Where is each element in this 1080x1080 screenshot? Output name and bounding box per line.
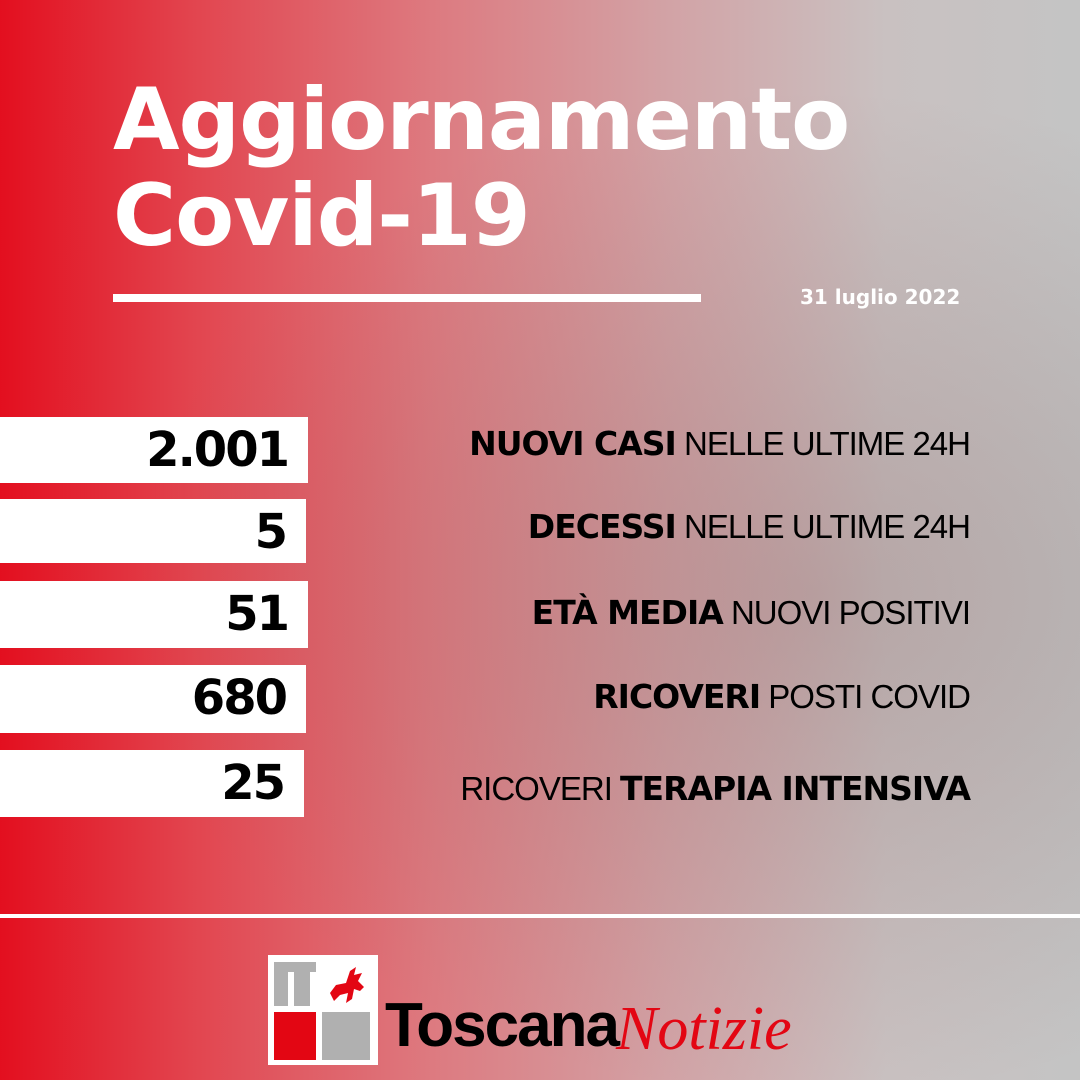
stat-value: 680 (191, 670, 288, 726)
stat-row: 680 (0, 665, 306, 733)
logo-shape (288, 962, 316, 972)
stat-row: 25 (0, 750, 304, 817)
label-bold: DECESSI (527, 507, 677, 546)
label-regular: NUOVI POSITIVI (722, 594, 971, 631)
stat-box (0, 750, 304, 817)
pegasus-icon (330, 967, 364, 1003)
label-regular: NELLE ULTIME 24H (675, 508, 971, 545)
stat-row: 2.001 (0, 417, 308, 483)
title-underline (113, 294, 701, 302)
stat-box (0, 499, 306, 563)
logo-shape (274, 1012, 316, 1060)
stat-label: DECESSI NELLE ULTIME 24H (527, 494, 971, 560)
label-bold: TERAPIA INTENSIVA (620, 769, 971, 808)
logo-shape (294, 972, 310, 1006)
logo-shape (274, 962, 288, 1006)
logo-shape (322, 1012, 370, 1060)
stat-label: NUOVI CASI NELLE ULTIME 24H (469, 411, 971, 477)
page-title: Aggiornamento Covid-19 (113, 70, 850, 266)
stat-value: 5 (254, 504, 288, 560)
title-line-2: Covid-19 (113, 166, 531, 266)
label-bold: RICOVERI (593, 677, 761, 716)
stat-row: 5 (0, 499, 306, 563)
stat-label: ETÀ MEDIA NUOVI POSITIVI (531, 580, 971, 646)
label-regular: NELLE ULTIME 24H (675, 425, 971, 462)
stat-value: 2.001 (146, 422, 290, 478)
stat-box (0, 665, 306, 733)
stat-value: 51 (225, 586, 290, 642)
stat-label: RICOVERI POSTI COVID (593, 664, 971, 730)
stat-label: RICOVERI TERAPIA INTENSIVA (460, 756, 971, 822)
stat-value: 25 (221, 755, 286, 811)
stat-box (0, 581, 308, 648)
toscana-notizie-logo (268, 955, 378, 1065)
title-line-1: Aggiornamento (113, 70, 850, 170)
label-bold: NUOVI CASI (469, 424, 677, 463)
footer-divider (0, 914, 1080, 918)
brand-name-bold: Toscana (385, 991, 620, 1060)
date: 31 luglio 2022 (800, 285, 961, 309)
label-regular: POSTI COVID (760, 678, 971, 715)
stat-row: 51 (0, 581, 308, 648)
label-regular: RICOVERI (460, 770, 621, 807)
stat-box (0, 417, 308, 483)
brand-name-italic: Notizie (616, 995, 792, 1063)
label-bold: ETÀ MEDIA (531, 593, 724, 632)
